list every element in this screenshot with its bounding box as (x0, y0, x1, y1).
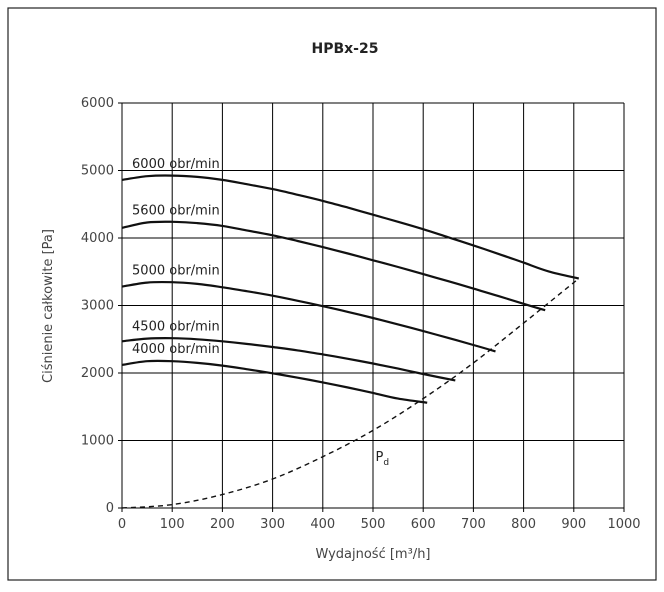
x-tick-label-3: 300 (260, 517, 285, 532)
curves (121, 174, 580, 509)
x-tick-label-1: 100 (160, 517, 185, 532)
x-tick-label-6: 600 (411, 517, 436, 532)
series-label-2: 5000 obr/min (132, 264, 220, 279)
y-tick-label-2: 2000 (81, 366, 114, 381)
x-tick-label-2: 200 (210, 517, 235, 532)
y-tick-label-4: 4000 (81, 231, 114, 246)
x-tick-label-7: 700 (461, 517, 486, 532)
chart-title: HPBx-25 (312, 41, 379, 57)
x-tick-label-4: 400 (310, 517, 335, 532)
series-line-3 (121, 337, 456, 382)
x-tick-label-0: 0 (118, 517, 126, 532)
series-label-1: 5600 obr/min (132, 203, 220, 218)
y-tick-label-3: 3000 (81, 299, 114, 314)
curve-labels: Pd 6000 obr/min 5600 obr/min 5000 obr/min 45… (132, 157, 389, 468)
x-axis-label: Wydajność [m³/h] (315, 547, 430, 562)
y-tick-label-5: 5000 (81, 164, 114, 179)
y-tick-label-0: 0 (106, 501, 114, 516)
tick-labels: 0 100 200 300 400 500 600 700 800 900 1000 0 1000 200… (81, 96, 641, 532)
series-label-0: 6000 obr/min (132, 157, 220, 172)
series-line-4 (121, 359, 428, 404)
series-label-pd: Pd (376, 450, 390, 468)
series-line-0 (121, 174, 580, 280)
y-tick-label-1: 1000 (81, 434, 114, 449)
series-label-4: 4000 obr/min (132, 342, 220, 357)
y-axis-label: Ciśnienie całkowite [Pa] (41, 229, 56, 383)
x-tick-label-8: 800 (511, 517, 536, 532)
series-label-3: 4500 obr/min (132, 320, 220, 335)
series-line-pd (121, 277, 580, 509)
series-line-2 (121, 280, 496, 353)
x-tick-label-5: 500 (361, 517, 386, 532)
grid (118, 102, 625, 512)
x-tick-label-10: 1000 (607, 517, 640, 532)
x-tick-label-9: 900 (561, 517, 586, 532)
series-line-1 (121, 220, 546, 312)
y-tick-label-6: 6000 (81, 96, 114, 111)
